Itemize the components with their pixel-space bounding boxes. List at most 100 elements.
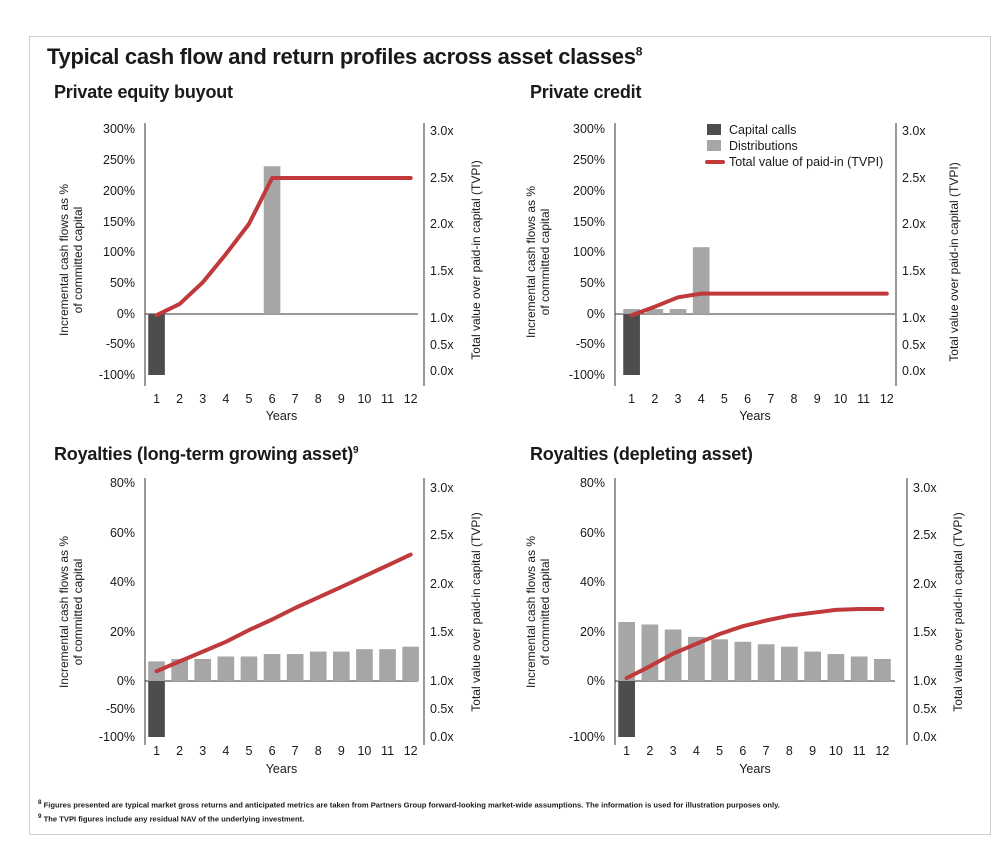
x-tick-label: 10	[829, 744, 843, 758]
y-tick-label: 0%	[117, 307, 135, 321]
y-axis-label-line2: of committed capital	[71, 559, 85, 666]
footnotes: 8 Figures presented are typical market g…	[38, 797, 780, 824]
footnote-text: Figures presented are typical market gro…	[43, 800, 780, 810]
y2-tick-label: 0.5x	[902, 338, 926, 352]
distribution-bar	[263, 166, 281, 314]
x-axis-label: Years	[739, 409, 771, 423]
distribution-bar	[379, 649, 396, 681]
footnote-8: 8 Figures presented are typical market g…	[38, 797, 780, 811]
x-tick-label: 10	[357, 744, 371, 758]
distribution-bar	[263, 654, 281, 681]
distribution-bar	[402, 646, 419, 681]
y2-tick-label: 2.5x	[430, 171, 454, 185]
distribution-bar	[646, 309, 664, 314]
x-tick-label: 8	[315, 392, 322, 406]
distribution-bar	[623, 309, 640, 314]
tvpi-line	[624, 607, 885, 681]
panel-title-text: Private equity buyout	[54, 82, 233, 102]
capital-call-bar	[148, 681, 165, 737]
y-tick-label: 80%	[110, 476, 135, 490]
x-tick-label: 9	[338, 392, 345, 406]
x-tick-label: 11	[381, 744, 394, 758]
y2-axis-label: Total value over paid-in capital (TVPI)	[947, 162, 961, 361]
x-tick-label: 3	[199, 744, 206, 758]
x-tick-label: 1	[623, 744, 630, 758]
panel-title-text: Royalties (long-term growing asset)	[54, 444, 354, 464]
y-axis-label-line1: Incremental cash flows as %	[524, 536, 538, 688]
y2-tick-label: 3.0x	[913, 481, 937, 495]
x-tick-label: 5	[245, 744, 252, 758]
x-tick-label: 7	[292, 744, 299, 758]
distribution-bar	[711, 639, 728, 681]
x-tick-label: 4	[222, 392, 229, 406]
x-tick-label: 4	[222, 744, 229, 758]
distribution-bar	[781, 646, 798, 681]
y-axis-label-line2: of committed capital	[71, 207, 85, 314]
y2-tick-label: 1.5x	[430, 625, 454, 639]
y2-tick-label: 0.0x	[902, 364, 926, 378]
y-tick-label: -100%	[99, 730, 135, 744]
y-tick-label: 0%	[587, 307, 605, 321]
distribution-bar	[669, 309, 687, 314]
y2-axis-label: Total value over paid-in capital (TVPI)	[951, 512, 965, 711]
tvpi-line	[629, 291, 889, 318]
x-tick-label: 6	[744, 392, 751, 406]
x-tick-label: 11	[857, 392, 870, 406]
distribution-bar	[692, 247, 710, 314]
footnote-mark: 9	[38, 812, 42, 820]
x-tick-label: 5	[721, 392, 728, 406]
capital-call-bar	[148, 314, 165, 375]
y-tick-label: 200%	[573, 184, 605, 198]
x-tick-label: 12	[404, 392, 418, 406]
y2-tick-label: 2.5x	[430, 528, 454, 542]
y2-tick-label: 1.5x	[902, 264, 926, 278]
distribution-bar	[874, 658, 891, 681]
y2-tick-label: 0.0x	[913, 730, 937, 744]
panel-title-royalties-growing: Royalties (long-term growing asset)9	[54, 444, 359, 465]
figure-title: Typical cash flow and return profiles ac…	[47, 44, 642, 70]
x-tick-label: 3	[199, 392, 206, 406]
x-tick-label: 1	[628, 392, 635, 406]
distribution-bar	[757, 644, 775, 681]
x-tick-label: 12	[404, 744, 418, 758]
capital-call-bar	[618, 681, 635, 737]
y-tick-label: 80%	[580, 476, 605, 490]
y-tick-label: 20%	[110, 625, 135, 639]
legend-label-tvpi: Total value of paid-in (TVPI)	[729, 155, 883, 169]
figure-frame	[29, 36, 991, 835]
y2-axis-label: Total value over paid-in capital (TVPI)	[469, 160, 483, 359]
y2-tick-label: 0.0x	[430, 730, 454, 744]
tvpi-line	[154, 176, 413, 318]
panel-title-text: Royalties (depleting asset)	[530, 444, 753, 464]
x-tick-label: 8	[786, 744, 793, 758]
y2-tick-label: 0.5x	[430, 702, 454, 716]
x-tick-label: 11	[381, 392, 394, 406]
y2-tick-label: 2.5x	[913, 528, 937, 542]
x-tick-label: 1	[153, 744, 160, 758]
x-tick-label: 6	[739, 744, 746, 758]
x-tick-label: 2	[176, 392, 183, 406]
y-tick-label: 200%	[103, 184, 135, 198]
y2-tick-label: 1.0x	[430, 674, 454, 688]
x-axis-label: Years	[266, 409, 298, 423]
distribution-bar	[688, 636, 705, 681]
distribution-bar	[641, 624, 659, 681]
y-tick-label: -100%	[569, 368, 605, 382]
y-tick-label: -50%	[106, 337, 135, 351]
distribution-bar	[356, 649, 373, 681]
y-tick-label: -100%	[569, 730, 605, 744]
panel-title-royalties-depleting: Royalties (depleting asset)	[530, 444, 753, 465]
footnote-9: 9 The TVPI figures include any residual …	[38, 811, 780, 825]
legend-label-distributions: Distributions	[729, 139, 798, 153]
x-axis-label: Years	[266, 762, 298, 776]
y-tick-label: 20%	[580, 625, 605, 639]
panel-title-note: 9	[353, 445, 359, 456]
figure-title-note: 8	[635, 44, 643, 59]
y2-tick-label: 3.0x	[430, 124, 454, 138]
y2-tick-label: 3.0x	[430, 481, 454, 495]
x-tick-label: 5	[716, 744, 723, 758]
x-tick-label: 4	[698, 392, 705, 406]
y-tick-label: -50%	[576, 337, 605, 351]
x-tick-label: 11	[853, 744, 866, 758]
legend-swatch-capital-calls	[707, 124, 721, 135]
